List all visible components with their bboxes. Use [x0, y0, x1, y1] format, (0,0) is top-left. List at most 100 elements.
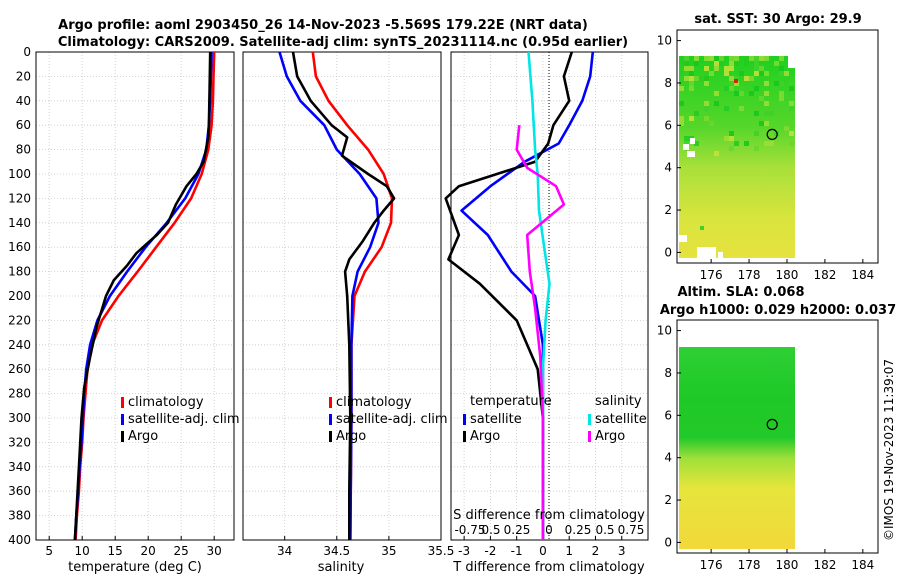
legend-mark-s-argo — [588, 431, 591, 442]
x-tick-label: 3 — [618, 544, 626, 558]
sst-pixel — [724, 86, 729, 91]
sst-map-panel: sat. SST: 30 Argo: 29.9 176 178 180 182 184 0… — [657, 12, 879, 282]
difference-top-ticks: -0.750.5 0.25 0 0.25 0.5 0.75 — [454, 523, 644, 537]
salinity-legend: climatology satellite-adj. clim Argo — [329, 395, 448, 444]
sst-pixel — [759, 121, 764, 126]
sst-gap — [718, 252, 723, 258]
sst-pixel — [694, 61, 699, 66]
difference-lines — [444, 51, 595, 540]
sst-pixel — [739, 106, 744, 111]
map-x-tick-label: 178 — [738, 268, 761, 282]
map-y-tick-label: 4 — [664, 161, 672, 175]
sla-field — [679, 347, 795, 549]
sst-pixel-noise — [679, 56, 794, 230]
sst-pixel — [754, 146, 759, 151]
sst-pixel — [739, 86, 744, 91]
sst-gap — [697, 247, 716, 258]
x-tick-label: 15 — [108, 544, 123, 558]
map-y-tick-label: 6 — [664, 408, 672, 422]
sst-pixel — [764, 121, 769, 126]
sla-argo-marker — [766, 418, 778, 430]
sst-pixel — [734, 56, 739, 61]
sst-pixel — [774, 61, 779, 66]
legend-t-argo: Argo — [470, 429, 500, 444]
legend-satellite: satellite-adj. clim — [128, 412, 240, 427]
sst-pixel — [700, 226, 704, 230]
y-tick-label: 300 — [8, 411, 31, 425]
sst-pixel — [679, 91, 684, 96]
sst-field — [679, 56, 795, 258]
sst-land-gaps — [679, 56, 795, 258]
y-tick-label: 360 — [8, 484, 31, 498]
y-tick-label: 0 — [23, 45, 31, 59]
sst-pixel — [714, 101, 719, 106]
top-x-tick-label: 0.75 — [618, 523, 645, 537]
top-x-tick-label: 0.25 — [565, 523, 592, 537]
series-line-satellite-adj-clim — [278, 51, 380, 541]
y-tick-label: 260 — [8, 362, 31, 376]
sst-pixel — [729, 76, 734, 81]
sst-pixel — [734, 141, 739, 146]
sst-pixel — [694, 56, 699, 61]
x-tick-label: 20 — [141, 544, 156, 558]
sst-pixel — [689, 71, 694, 76]
sst-pixel — [719, 56, 724, 61]
y-tick-label: 40 — [16, 94, 31, 108]
sst-pixel — [764, 91, 769, 96]
sst-pixel — [774, 131, 779, 136]
sst-pixel — [764, 141, 769, 146]
sst-pixel — [729, 81, 734, 86]
sst-pixel — [779, 96, 784, 101]
y-tick-label: 200 — [8, 289, 31, 303]
sst-pixel — [679, 71, 684, 76]
y-tick-label: 80 — [16, 143, 31, 157]
sst-pixel — [789, 106, 794, 111]
legend-mark-t-satellite — [463, 414, 466, 425]
sst-gap — [687, 151, 695, 157]
map-y-tick-label: 2 — [664, 203, 672, 217]
sst-pixel — [694, 111, 699, 116]
legend-s-satellite: satellite — [595, 412, 647, 427]
sst-argo-marker — [766, 128, 778, 140]
temperature-legend: climatology satellite-adj. clim Argo — [121, 395, 240, 444]
series-line-temperature-satellite — [460, 51, 595, 540]
x-tick-label: 34.5 — [323, 544, 350, 558]
top-x-tick-label: 0.5 — [481, 523, 500, 537]
sst-pixel — [694, 76, 699, 81]
sla-map-title: Altim. SLA: 0.068 — [678, 285, 805, 300]
imos-timestamp: ©IMOS 19-Nov-2023 11:39:07 — [882, 359, 896, 541]
sst-pixel — [714, 91, 719, 96]
sst-gap — [690, 138, 695, 144]
y-tick-label: 20 — [16, 69, 31, 83]
y-tick-label: 320 — [8, 435, 31, 449]
sst-pixel — [779, 56, 784, 61]
temperature-axes-box — [35, 51, 235, 541]
x-tick-label: 35 — [381, 544, 396, 558]
sst-pixel — [764, 81, 769, 86]
map-x-tick-label: 178 — [738, 558, 761, 572]
sst-pixel — [759, 66, 764, 71]
difference-panel: -3 -2 -1 0 1 2 3 T difference from climatology… — [444, 51, 649, 575]
sst-pixel — [744, 141, 749, 146]
figure-title-line2: Climatology: CARS2009. Satellite-adj cli… — [58, 35, 628, 50]
sst-pixel — [709, 56, 714, 61]
sst-pixel — [754, 66, 759, 71]
y-tick-label: 60 — [16, 118, 31, 132]
sst-map-title: sat. SST: 30 Argo: 29.9 — [694, 12, 861, 27]
sst-pixel — [714, 66, 719, 71]
sst-pixel — [684, 66, 689, 71]
sst-pixel — [789, 81, 794, 86]
legend-mark-t-argo — [463, 431, 466, 442]
temperature-panel: 0 20 40 60 80 100 120 140 160 180 200 220 240 260 280 3… — [8, 45, 240, 575]
sst-pixel — [779, 66, 784, 71]
sla-map-ticks: 176 178 180 182 184 0 2 4 6 8 10 — [657, 324, 875, 572]
map-y-tick-label: 10 — [657, 324, 672, 338]
sst-pixel — [789, 141, 794, 146]
legend-mark-climatology — [121, 397, 124, 408]
sst-pixel — [744, 76, 749, 81]
legend-argo: Argo — [128, 429, 158, 444]
difference-xlabel: T difference from climatology — [452, 560, 645, 575]
sst-pixel — [729, 131, 734, 136]
legend-mark-argo — [121, 431, 124, 442]
sst-pixel — [719, 61, 724, 66]
